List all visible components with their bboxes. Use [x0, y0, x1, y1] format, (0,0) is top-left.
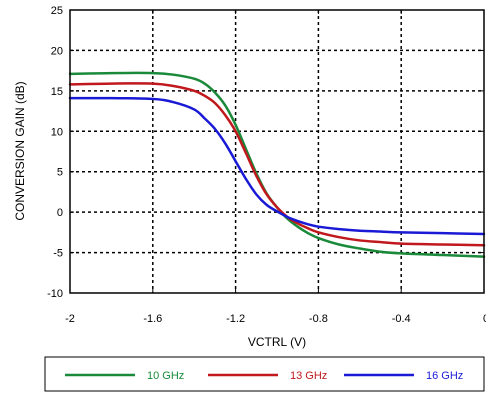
y-tick-label: 10: [51, 126, 63, 138]
plot-frame: [69, 9, 485, 294]
x-tick-label: -2: [65, 313, 75, 325]
series-group: [68, 71, 486, 258]
y-tick-label: -5: [53, 248, 63, 260]
x-tick-label: -0.8: [309, 313, 328, 325]
grid-lines: [70, 10, 484, 293]
y-tick-label: 15: [51, 86, 63, 98]
y-tick-label: 25: [51, 5, 63, 17]
y-tick-label: 20: [51, 45, 63, 57]
y-tick-label: 5: [57, 167, 63, 179]
legend-label: 13 GHz: [290, 370, 327, 382]
legend-label: 10 GHz: [147, 370, 184, 382]
x-tick-label: -0.4: [392, 313, 411, 325]
x-axis-ticks: -2 -1.6 -1.2 -0.8 -0.4 0: [65, 10, 486, 325]
legend: 10 GHz 13 GHz 16 GHz: [65, 370, 463, 382]
x-tick-label: 0: [483, 313, 486, 325]
x-tick-label: -1.6: [143, 313, 162, 325]
y-axis-ticks: -10 -5 0 5 10 15 20 25: [47, 5, 484, 300]
x-tick-label: -1.2: [226, 313, 245, 325]
series-line-13-ghz: [68, 82, 486, 247]
x-axis-label: VCTRL (V): [248, 335, 306, 349]
series-line-16-ghz: [68, 96, 486, 236]
y-tick-label: -10: [47, 288, 63, 300]
legend-label: 16 GHz: [426, 370, 463, 382]
y-tick-label: 0: [57, 207, 63, 219]
plot-area-background: [70, 10, 484, 293]
y-axis-label: CONVERSION GAIN (dB): [13, 81, 27, 220]
